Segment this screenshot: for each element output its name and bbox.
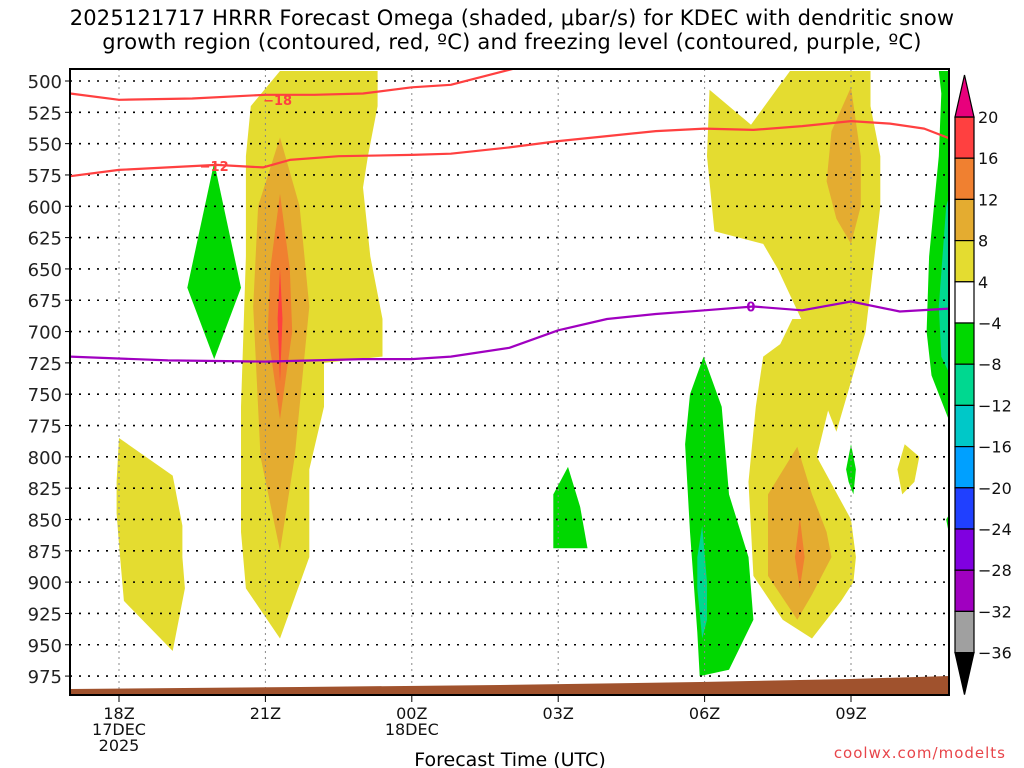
ground-terrain — [70, 676, 949, 695]
shade-green-right-lower — [685, 356, 754, 677]
shade-green-left-mid — [187, 162, 241, 360]
y-tick-label: 975 — [28, 667, 62, 688]
y-tick-label: 500 — [28, 72, 62, 93]
contour-label-freezing-level-0: 0 — [746, 301, 755, 316]
colorbar-swatch — [954, 446, 975, 489]
colorbar-label: −24 — [978, 520, 1012, 539]
contour-dgz-minus-12 — [70, 119, 949, 178]
colorbar-swatch — [954, 157, 975, 200]
shade-yellow-small-right — [897, 444, 920, 495]
y-tick-label: 550 — [28, 135, 62, 156]
y-tick-label: 575 — [28, 166, 62, 187]
colorbar-swatch — [954, 569, 975, 613]
y-tick-label: 825 — [28, 479, 62, 500]
x-tick-label: 2025 — [99, 736, 140, 755]
contour-label-dgz-minus-12: −12 — [200, 160, 229, 175]
shade-teal-far-right — [938, 197, 949, 373]
y-tick-label: 850 — [28, 510, 62, 531]
x-tick-label: 06Z — [689, 704, 720, 723]
y-tick-label: 725 — [28, 354, 62, 375]
shade-red-main — [277, 268, 283, 382]
x-tick-label: 21Z — [250, 704, 281, 723]
colorbar-label: −36 — [978, 644, 1012, 663]
colorbar-label: −16 — [978, 438, 1012, 457]
y-tick-label: 650 — [28, 260, 62, 281]
shade-orange-right-lower — [794, 517, 805, 589]
colorbar-swatch — [954, 322, 975, 365]
colorbar-over-triangle — [954, 74, 975, 118]
colorbar-swatch — [954, 116, 975, 159]
colorbar: 20 16 12 8 4 −4 −8 −12 −16 −20 −24 −28 −32 −36 — [954, 74, 1012, 695]
colorbar-label: −8 — [978, 355, 1002, 374]
y-tick-label: 800 — [28, 448, 62, 469]
y-tick-label: 675 — [28, 291, 62, 312]
y-tick-label: 775 — [28, 417, 62, 438]
colorbar-swatch — [954, 363, 975, 407]
colorbar-label: 12 — [978, 190, 998, 209]
colorbar-swatch — [954, 240, 975, 283]
omega-shading — [116, 71, 949, 677]
x-tick-label: 00Z — [396, 704, 427, 723]
colorbar-swatch — [954, 528, 975, 571]
colorbar-label: −12 — [978, 396, 1012, 415]
colorbar-swatch — [954, 404, 975, 448]
y-tick-label: 600 — [28, 197, 62, 218]
shade-green-mid-small — [553, 466, 588, 549]
y-tick-label: 875 — [28, 542, 62, 563]
colorbar-label: 4 — [978, 273, 988, 292]
contour-label-dgz-minus-18: −18 — [263, 94, 292, 109]
contour-dgz-minus-18 — [70, 69, 515, 101]
plot-frame — [69, 68, 950, 696]
y-tick-label: 900 — [28, 573, 62, 594]
y-tick-label: 950 — [28, 636, 62, 657]
ground-fill — [70, 676, 949, 695]
colorbar-swatch — [954, 610, 975, 654]
colorbar-label: 16 — [978, 149, 998, 168]
colorbar-label: −20 — [978, 479, 1012, 498]
shade-green-small-right — [846, 444, 856, 495]
x-tick-label: 18Z — [103, 704, 134, 723]
colorbar-label: −28 — [978, 561, 1012, 580]
x-tick-label: 03Z — [543, 704, 574, 723]
colorbar-under-triangle — [954, 651, 975, 695]
x-tick-label: 09Z — [835, 704, 866, 723]
chart-title-line-1: 2025121717 HRRR Forecast Omega (shaded, … — [69, 6, 955, 30]
chart-title: 2025121717 HRRR Forecast Omega (shaded, … — [0, 6, 1024, 54]
contour-lines: −18 −12 0 — [70, 69, 949, 363]
shade-orange-light-right-upper — [826, 87, 861, 244]
shade-yellow-left-low — [116, 438, 185, 651]
colorbar-label: 20 — [978, 108, 998, 127]
x-tick-label: 17DEC — [92, 720, 146, 739]
y-tick-label: 925 — [28, 604, 62, 625]
colorbar-label: −32 — [978, 602, 1012, 621]
colorbar-swatch — [954, 198, 975, 242]
y-tick-label: 750 — [28, 385, 62, 406]
y-tick-label: 700 — [28, 323, 62, 344]
y-axis: 500 525 550 575 600 625 650 675 700 725 750 775 800 8… — [28, 72, 70, 688]
credit-link[interactable]: coolwx.com/modelts — [833, 744, 1006, 762]
colorbar-swatch — [954, 281, 975, 324]
y-tick-label: 625 — [28, 229, 62, 250]
grid-lines — [70, 69, 949, 695]
y-tick-label: 525 — [28, 103, 62, 124]
colorbar-label: −4 — [978, 314, 1002, 333]
colorbar-label: 8 — [978, 232, 988, 251]
x-tick-label: 18DEC — [385, 720, 439, 739]
contour-freezing-level-0 — [70, 300, 949, 363]
x-axis-label: Forecast Time (UTC) — [414, 749, 605, 768]
chart-title-line-2: growth region (contoured, red, ºC) and f… — [102, 30, 922, 54]
colorbar-swatch — [954, 487, 975, 530]
